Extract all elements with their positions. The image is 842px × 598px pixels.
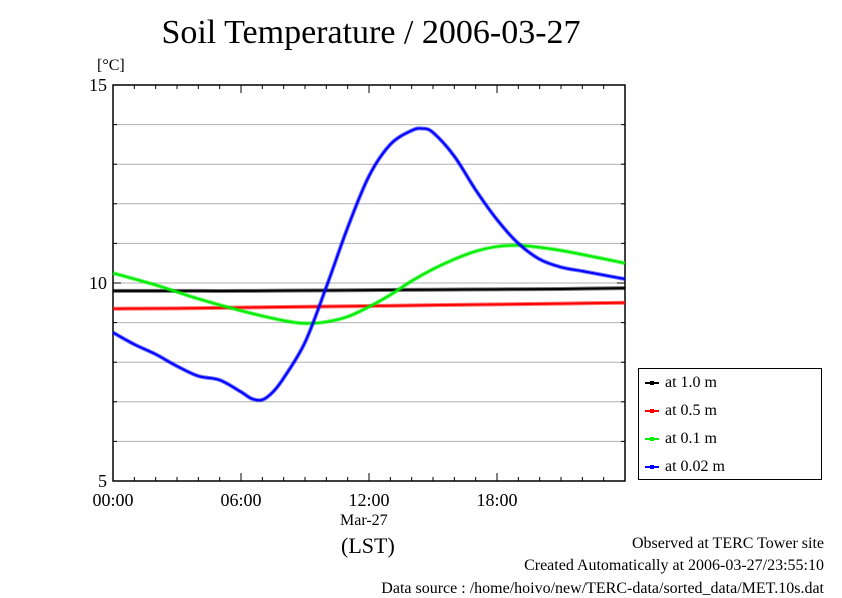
y-tick-label: 15 bbox=[89, 75, 107, 95]
legend: at 1.0 m at 0.5 m at 0.1 m at 0.02 m bbox=[638, 368, 822, 480]
footer-observed: Observed at TERC Tower site bbox=[631, 535, 824, 552]
chart-title: Soil Temperature / 2006-03-27 bbox=[161, 14, 581, 51]
y-axis-label: [°C] bbox=[97, 57, 125, 74]
y-tick-label: 5 bbox=[98, 471, 107, 491]
series-line-at-1-0-m bbox=[112, 287, 626, 292]
footer-source: Data source : /home/hoivo/new/TERC-data/… bbox=[381, 580, 824, 597]
legend-swatch bbox=[645, 409, 659, 413]
legend-swatch bbox=[645, 437, 659, 441]
footer-created: Created Automatically at 2006-03-27/23:5… bbox=[524, 557, 824, 574]
legend-item: at 0.1 m bbox=[645, 429, 717, 449]
x-tick-label: 00:00 bbox=[92, 490, 133, 510]
y-tick-label: 10 bbox=[89, 273, 107, 293]
x-axis-label: (LST) bbox=[341, 533, 395, 558]
legend-label: at 0.5 m bbox=[665, 402, 717, 419]
legend-label: at 0.1 m bbox=[665, 430, 717, 447]
legend-label: at 1.0 m bbox=[665, 374, 717, 391]
series-line-at-0-02-m bbox=[112, 127, 626, 402]
legend-item: at 1.0 m bbox=[645, 373, 717, 393]
x-tick-label: 18:00 bbox=[476, 490, 517, 510]
legend-swatch bbox=[645, 465, 659, 469]
legend-label: at 0.02 m bbox=[665, 458, 725, 475]
legend-item: at 0.5 m bbox=[645, 401, 717, 421]
legend-item: at 0.02 m bbox=[645, 457, 725, 477]
x-tick-label: 12:00 bbox=[348, 490, 389, 510]
x-tick-label: 06:00 bbox=[220, 490, 261, 510]
series-line-at-0-1-m bbox=[112, 244, 626, 325]
legend-swatch bbox=[645, 381, 659, 385]
series-halo-at-0-1-m bbox=[112, 243, 626, 326]
series-halo-at-0-02-m bbox=[112, 126, 626, 403]
x-date-label: Mar-27 bbox=[340, 512, 388, 529]
